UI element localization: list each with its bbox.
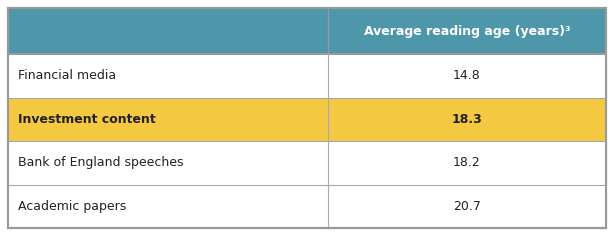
Text: Investment content: Investment content xyxy=(18,113,156,126)
Text: Financial media: Financial media xyxy=(18,69,116,82)
Text: Average reading age (years)³: Average reading age (years)³ xyxy=(363,25,570,38)
Bar xyxy=(8,97,606,141)
Text: 18.2: 18.2 xyxy=(453,156,481,169)
Bar xyxy=(8,8,606,54)
Bar xyxy=(8,185,606,228)
Bar xyxy=(8,141,606,185)
Bar xyxy=(8,54,606,97)
Text: Academic papers: Academic papers xyxy=(18,200,126,213)
Text: 18.3: 18.3 xyxy=(451,113,483,126)
Text: Bank of England speeches: Bank of England speeches xyxy=(18,156,184,169)
Text: 20.7: 20.7 xyxy=(453,200,481,213)
Text: 14.8: 14.8 xyxy=(453,69,481,82)
